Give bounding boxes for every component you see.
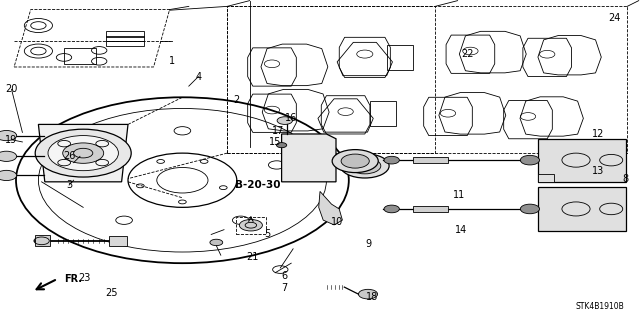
Text: 6: 6 (282, 271, 288, 281)
Polygon shape (319, 191, 342, 225)
Text: 21: 21 (246, 252, 259, 262)
Text: 11: 11 (453, 190, 466, 200)
Text: 9: 9 (365, 239, 371, 249)
Circle shape (332, 150, 378, 173)
Text: 23: 23 (78, 273, 91, 283)
Polygon shape (35, 235, 50, 246)
Polygon shape (109, 236, 127, 246)
Polygon shape (413, 206, 448, 212)
Text: 10: 10 (331, 217, 344, 227)
Text: STK4B1910B: STK4B1910B (575, 302, 624, 311)
Circle shape (340, 154, 389, 178)
Circle shape (520, 204, 540, 214)
Polygon shape (538, 174, 554, 182)
Text: 17: 17 (272, 126, 285, 136)
Text: 18: 18 (366, 292, 379, 302)
Circle shape (0, 130, 17, 141)
Circle shape (358, 289, 378, 299)
Polygon shape (538, 187, 626, 231)
Text: 4: 4 (195, 71, 202, 82)
Text: 1: 1 (168, 56, 175, 66)
Circle shape (35, 129, 131, 177)
Text: 7: 7 (282, 283, 288, 293)
Circle shape (520, 155, 540, 165)
Circle shape (341, 154, 369, 168)
Text: 8: 8 (623, 174, 629, 184)
Polygon shape (538, 139, 626, 182)
Circle shape (0, 170, 17, 181)
Polygon shape (282, 134, 336, 182)
Text: 12: 12 (592, 129, 605, 139)
Text: 25: 25 (106, 288, 118, 299)
Circle shape (276, 143, 287, 148)
Circle shape (384, 205, 399, 213)
Circle shape (239, 219, 262, 231)
Text: 3: 3 (66, 180, 72, 190)
Text: 15: 15 (269, 137, 282, 147)
Polygon shape (413, 157, 448, 163)
Circle shape (384, 156, 399, 164)
Text: 19: 19 (5, 135, 18, 145)
Circle shape (349, 158, 381, 174)
Circle shape (63, 143, 104, 163)
Text: 5: 5 (264, 228, 271, 239)
Text: 14: 14 (454, 225, 467, 235)
Text: FR.: FR. (64, 274, 82, 284)
Circle shape (48, 136, 118, 171)
Text: B-20-30: B-20-30 (234, 180, 280, 190)
Circle shape (0, 151, 17, 161)
Text: 26: 26 (63, 151, 76, 161)
Text: 16: 16 (285, 113, 298, 123)
Polygon shape (38, 124, 128, 182)
Text: 24: 24 (608, 12, 621, 23)
Circle shape (210, 239, 223, 246)
Text: 13: 13 (592, 166, 605, 176)
Text: 2: 2 (234, 95, 240, 106)
Text: 22: 22 (461, 49, 474, 59)
Text: 20: 20 (5, 84, 18, 94)
Circle shape (277, 117, 292, 124)
